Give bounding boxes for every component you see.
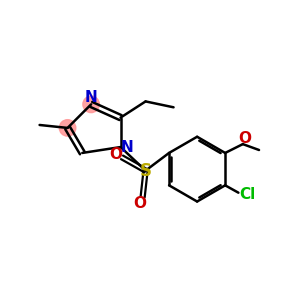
Text: Cl: Cl: [239, 187, 255, 202]
Text: S: S: [140, 162, 152, 180]
Text: N: N: [121, 140, 134, 154]
Text: N: N: [85, 90, 98, 105]
Circle shape: [59, 120, 76, 136]
Text: O: O: [109, 147, 122, 162]
Text: O: O: [238, 131, 251, 146]
Text: O: O: [133, 196, 146, 211]
Circle shape: [83, 96, 99, 112]
